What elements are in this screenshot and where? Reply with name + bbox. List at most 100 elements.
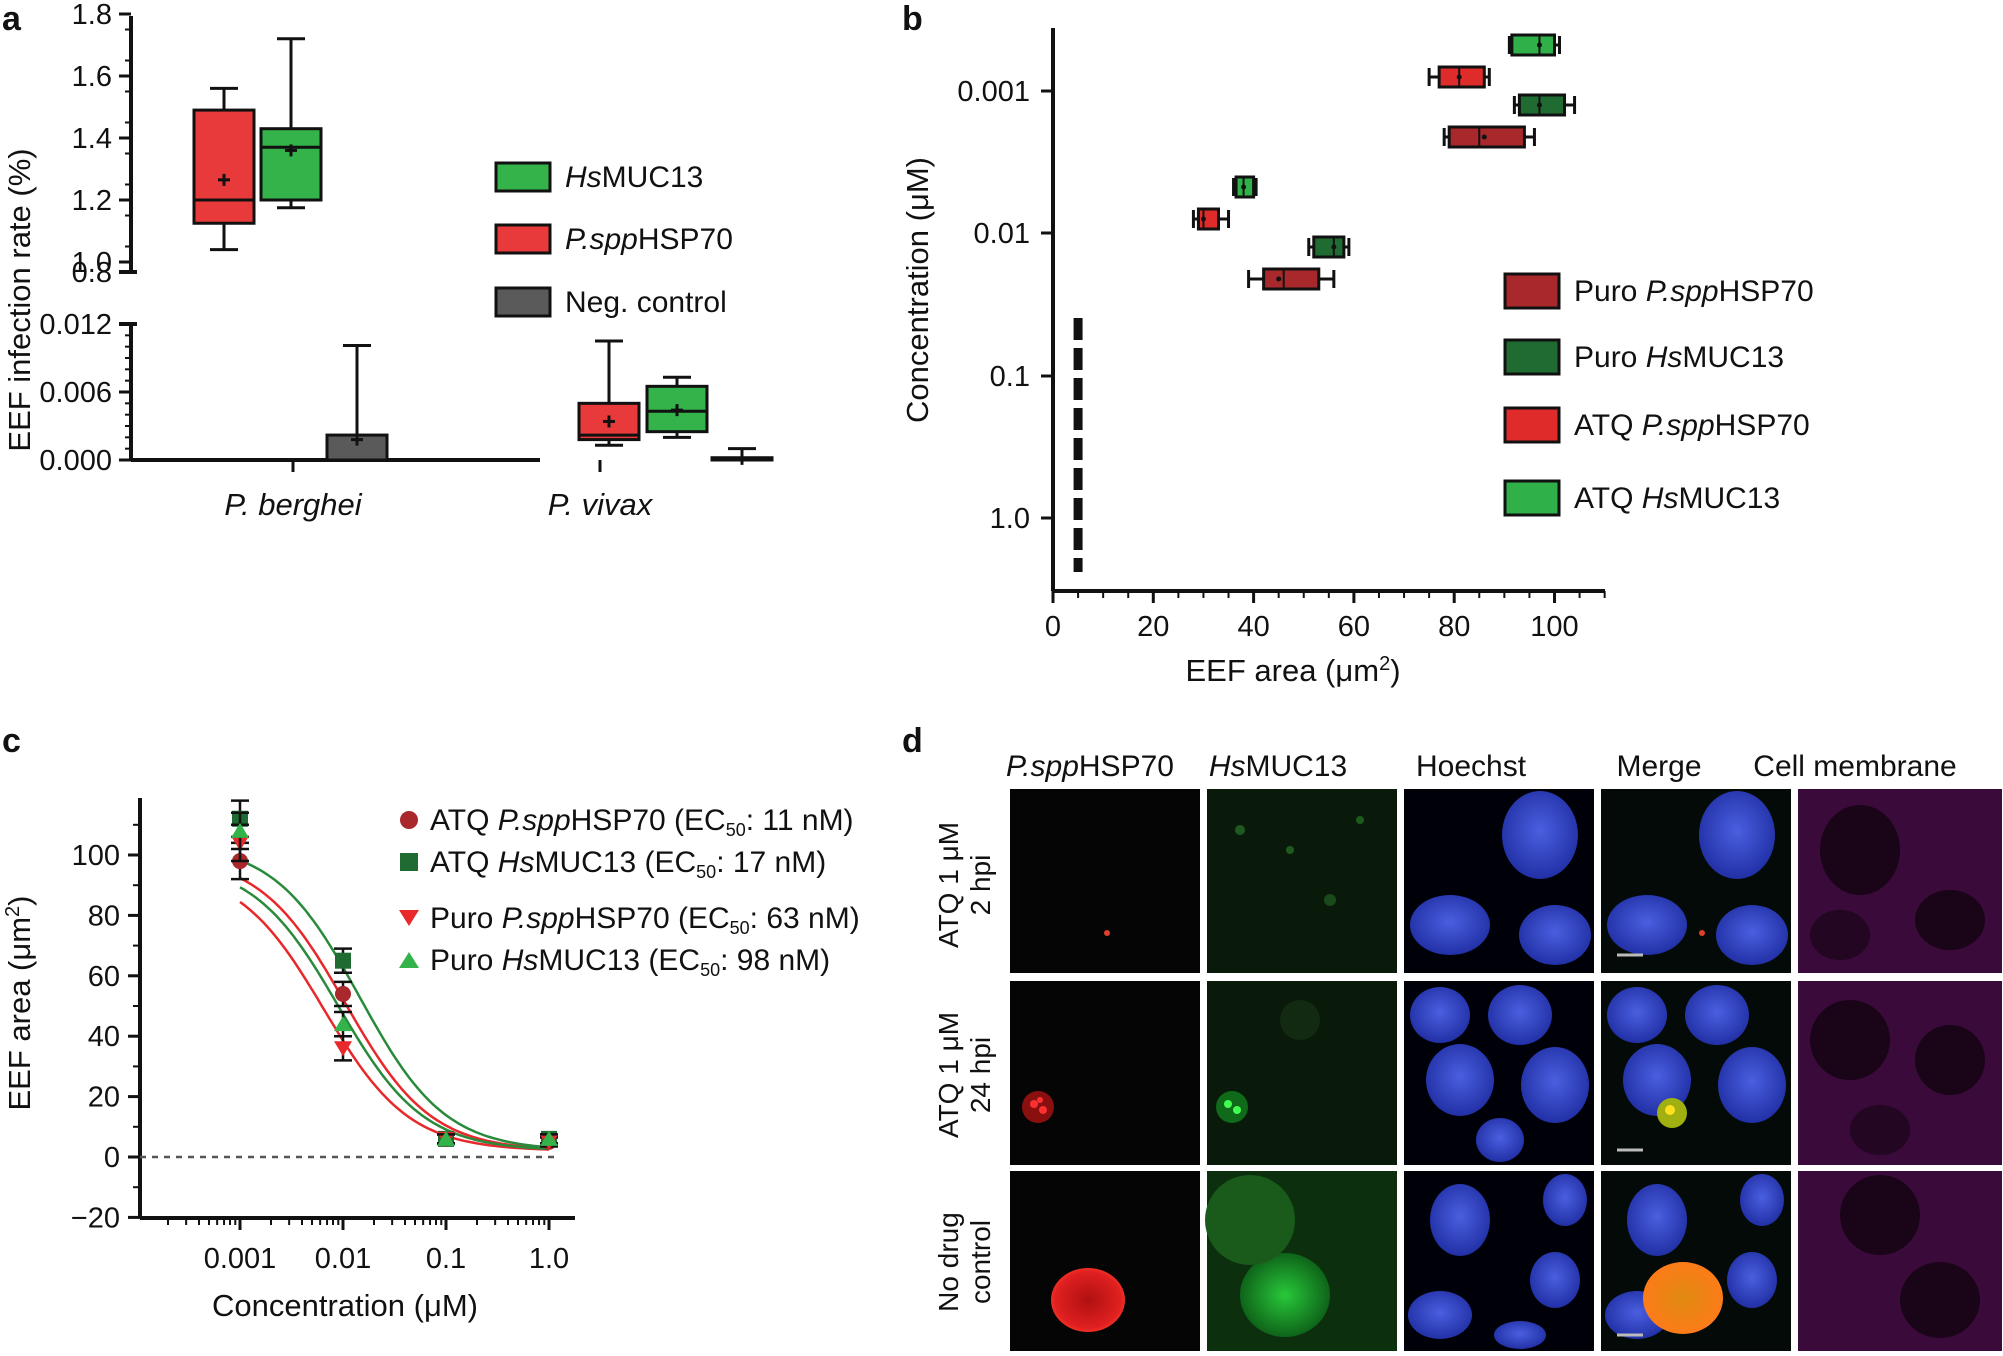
legend-swatch-hsmuc13 (494, 161, 552, 193)
legend-label-neg-control: Neg. control (565, 286, 727, 319)
panel-a-ylabel: EEF infection rate (%) (2, 148, 37, 451)
box-p-spphsp70-berghei (192, 86, 256, 252)
legend-marker-atq-pspphsp70 (400, 811, 418, 829)
micrograph-row-no-drug (1010, 1171, 2002, 1351)
panel-b-ytick-label: 0.01 (974, 218, 1030, 250)
panel-c-letter: c (2, 722, 21, 760)
panel-b-legend: Puro P.sppHSP70 Puro HsMUC13 ATQ P.sppHS… (1503, 272, 1814, 517)
panel-d-column-headers: P.sppHSP70 HsMUC13 Hoechst Merge Cell me… (1006, 750, 1957, 783)
panel-c-ytick-label: −20 (71, 1202, 120, 1234)
legend-marker-puro-hsmuc13 (399, 952, 419, 968)
box-body (1517, 93, 1567, 117)
box-body (259, 127, 323, 202)
column-header-pspphsp70: P.sppHSP70 (1006, 750, 1174, 783)
panel-c-ytick-label: 80 (88, 900, 120, 932)
panel-c-ylabel: EEF area (μm2) (2, 895, 37, 1110)
panel-a-ytick-label: 1.0 (72, 247, 112, 279)
panel-a-ytick-label: 0.000 (39, 445, 112, 477)
box-mean (1276, 276, 1282, 282)
panel-b-xtick-label: 0 (1045, 611, 1061, 643)
legend-label-c-puro-pspphsp70: Puro P.sppHSP70 (EC50: 63 nM) (430, 902, 860, 938)
panel-c-xtick-label: 1.0 (529, 1243, 569, 1275)
marker-triangle-up (437, 1130, 455, 1146)
box-mean (1331, 244, 1337, 250)
legend-label-pspphsp70: P.sppHSP70 (565, 223, 733, 256)
box-atq-hsmuc13-0.01 (1232, 175, 1258, 199)
panel-c-legend: ATQ P.sppHSP70 (EC50: 11 nM) ATQ HsMUC13… (399, 804, 860, 980)
box-body (1262, 267, 1321, 291)
box-neg-control-berghei (325, 344, 389, 462)
box-mean (1241, 184, 1247, 190)
panel-c-xtick-label: 0.01 (315, 1243, 371, 1275)
panel-a-ytick-label: 1.8 (72, 0, 112, 31)
box-puro-hsmuc13-0.01 (1307, 235, 1351, 259)
box-puro-p-spphsp70-0.01 (1247, 267, 1336, 291)
panel-d-row-labels: ATQ 1 μM 2 hpi ATQ 1 μM 24 hpi No drug c… (933, 822, 996, 1312)
row-label-atq-2hpi-line2: 2 hpi (965, 855, 996, 916)
box-hsmuc13-berghei (259, 37, 323, 210)
box-puro-p-spphsp70-0.001 (1442, 125, 1536, 149)
legend-label-hsmuc13: HsMUC13 (565, 161, 703, 194)
row-label-no-drug-line2: control (965, 1220, 996, 1304)
box-body (1447, 125, 1526, 149)
fit-curve-atq-hsmuc13 (239, 859, 550, 1149)
marker-square (335, 952, 351, 969)
panel-b-xlabel: EEF area (μm2) (1185, 653, 1400, 688)
box-mean (1536, 42, 1542, 48)
data-point-puro-hsmuc13 (231, 811, 249, 851)
image-r1-red-dot (1104, 930, 1110, 936)
panel-b-xtick-label: 100 (1530, 611, 1578, 643)
column-header-cell-membrane: Cell membrane (1753, 750, 1956, 783)
image-r1-hsmuc13 (1207, 789, 1397, 973)
panel-b-letter: b (902, 0, 923, 38)
legend-label-c-atq-pspphsp70: ATQ P.sppHSP70 (EC50: 11 nM) (430, 804, 854, 840)
box-body (192, 108, 256, 225)
panel-a-ytick-label: 0.012 (39, 309, 112, 341)
data-point-atq-p-spphsp70 (334, 980, 352, 1008)
data-point-atq-hsmuc13 (334, 947, 352, 975)
legend-label-puro-pspphsp70: Puro P.sppHSP70 (1574, 275, 1814, 308)
legend-label-atq-hsmuc13: ATQ HsMUC13 (1574, 482, 1780, 515)
box-neg-control-vivax (710, 447, 774, 465)
box-p-spphsp70-vivax (577, 339, 641, 447)
legend-label-c-atq-hsmuc13: ATQ HsMUC13 (EC50: 17 nM) (430, 846, 826, 882)
legend-swatch-neg-control (494, 286, 552, 318)
panel-a: a EEF infection rate (%) 0.81.0 1.2 1.4 1.6… (2, 0, 774, 522)
box-atq-p-spphsp70-0.01 (1191, 207, 1231, 231)
row-label-atq-24hpi-line2: 24 hpi (965, 1037, 996, 1113)
box-body (1510, 33, 1557, 57)
box-body (645, 384, 709, 434)
panel-c-xtick-label: 0.001 (204, 1243, 277, 1275)
panel-a-ytick-label: 0.006 (39, 377, 112, 409)
legend-swatch-pspphsp70 (494, 223, 552, 255)
legend-swatch-atq-hsmuc13 (1503, 479, 1561, 517)
box-puro-hsmuc13-0.001 (1512, 93, 1577, 117)
panel-b-xtick-label: 60 (1338, 611, 1370, 643)
micrograph-row-atq-2hpi (1010, 789, 2002, 973)
panel-c-plot (231, 799, 558, 1151)
panel-d-letter: d (902, 722, 923, 760)
column-header-hoechst: Hoechst (1416, 750, 1527, 783)
box-mean (1481, 134, 1487, 140)
marker-triangle-down (334, 1041, 352, 1057)
box-mean (1536, 102, 1542, 108)
column-header-hsmuc13: HsMUC13 (1209, 750, 1347, 783)
box-atq-hsmuc13-0.001 (1507, 33, 1562, 57)
box-body (1312, 235, 1346, 259)
image-r2-pspphsp70 (1010, 981, 1200, 1165)
panel-b-xtick-label: 80 (1438, 611, 1470, 643)
data-point-puro-hsmuc13 (540, 1130, 558, 1146)
fit-curve-atq-p-spphsp70 (239, 876, 550, 1150)
panel-a-ytick-label: 1.4 (72, 123, 112, 155)
panel-a-ytick-label: 0.8 (72, 257, 112, 289)
row-label-atq-24hpi-line1: ATQ 1 μM (933, 1012, 964, 1138)
legend-marker-atq-hsmuc13 (400, 853, 418, 871)
legend-label-atq-pspphsp70: ATQ P.sppHSP70 (1574, 409, 1810, 442)
panel-a-group-label: P. berghei (224, 487, 362, 522)
panel-a-letter: a (2, 0, 22, 38)
panel-b-xtick-label: 40 (1237, 611, 1269, 643)
micrograph-row-atq-24hpi (1010, 981, 2002, 1165)
data-point-puro-hsmuc13 (437, 1130, 455, 1146)
panel-c-ytick-label: 60 (88, 961, 120, 993)
panel-c-ytick-label: 20 (88, 1082, 120, 1114)
